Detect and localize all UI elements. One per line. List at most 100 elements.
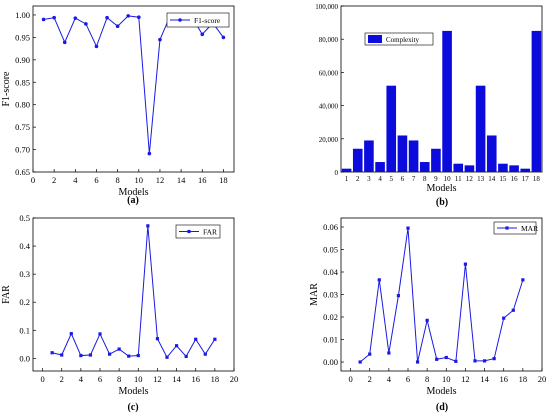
x-tick-label: 12 [153, 374, 162, 384]
y-tick-label: 100,000 [315, 3, 338, 11]
x-tick-label: 6 [98, 374, 102, 384]
x-tick-label: 10 [134, 374, 143, 384]
bar [408, 140, 419, 172]
legend: Complexity [364, 32, 434, 46]
x-tick-label: 10 [135, 175, 144, 185]
plot-frame [340, 5, 543, 173]
bar [486, 135, 497, 172]
data-point [147, 151, 152, 156]
legend-label: Complexity [386, 36, 420, 44]
y-tick-label: 40,000 [319, 103, 339, 111]
y-tick-label: 0.0 [19, 353, 30, 363]
y-tick-label: 1.00 [15, 10, 30, 20]
y-tick-label: 0.5 [19, 213, 30, 223]
y-tick-label: 0.85 [15, 77, 30, 87]
y-axis-label: FAR [1, 285, 12, 304]
x-tick-label: 6 [406, 374, 410, 384]
data-point [396, 294, 401, 298]
y-tick-label: 0.1 [19, 325, 30, 335]
x-tick-label: 14 [480, 374, 489, 384]
y-tick-label: 0.75 [15, 122, 30, 132]
x-tick-label: 5 [390, 175, 394, 183]
x-tick-label: 8 [116, 175, 120, 185]
panel-3: 0.0 0.1 0.2 0.3 0.4 0.5 0 2 4 6 8 10 12 14 16 18 20 Model… [1, 213, 238, 413]
data-point [126, 14, 131, 18]
data-point [62, 40, 67, 45]
data-point [84, 22, 88, 26]
legend-box [166, 12, 230, 28]
data-point [60, 353, 64, 357]
x-tick-label: 4 [73, 175, 78, 185]
y-tick-label: 0.95 [15, 32, 30, 42]
data-point [368, 352, 372, 356]
series-line [52, 225, 216, 359]
data-point [79, 353, 83, 358]
x-tick-label: 4 [387, 374, 392, 384]
panel-4: 0.00 0.01 0.02 0.03 0.04 0.05 0.06 0 2 4 6 8 10 12 14 1… [309, 217, 547, 413]
x-tick-label: 4 [79, 374, 84, 384]
y-tick-label: 0.4 [19, 241, 30, 251]
x-tick-label: 8 [423, 175, 427, 183]
data-point [174, 344, 179, 348]
bar [475, 85, 486, 172]
x-tick-label: 10 [444, 175, 452, 183]
x-tick-label: 10 [442, 374, 451, 384]
data-point [492, 357, 496, 361]
y-axis-label: F1-score [1, 71, 12, 107]
bar [442, 30, 452, 173]
y-tick-label: 0.3 [19, 269, 30, 279]
x-tick-label: 14 [172, 374, 181, 384]
x-tick-label: 4 [378, 175, 382, 183]
data-point [454, 359, 458, 363]
y-tick-label: 0.00 [323, 357, 338, 367]
legend-marker [187, 229, 191, 234]
x-tick-label: 16 [499, 374, 508, 384]
panel-label: (d) [436, 402, 448, 413]
legend: MAR [493, 221, 538, 235]
x-tick-label: 0 [31, 175, 35, 185]
data-point [50, 351, 54, 355]
y-tick-label: 60,000 [319, 69, 339, 77]
panel-label: (b) [436, 197, 448, 208]
y-axis-label: MAR [309, 283, 320, 306]
data-point [406, 226, 410, 230]
bar [419, 162, 430, 172]
data-point [194, 337, 198, 341]
data-point [203, 352, 207, 356]
y-tick-label: 0.90 [15, 55, 30, 65]
data-point [444, 355, 448, 360]
x-tick-label: 2 [60, 374, 64, 384]
data-point [165, 355, 169, 359]
legend: FAR [175, 224, 221, 239]
data-point [502, 316, 506, 320]
data-point [73, 16, 78, 20]
x-tick-label: 18 [533, 175, 541, 183]
x-tick-label: 2 [52, 175, 56, 185]
data-point [415, 360, 420, 364]
data-point [52, 15, 56, 20]
x-tick-label: 6 [401, 175, 405, 183]
bar [341, 168, 352, 172]
legend-label: F1-score [194, 16, 221, 25]
y-tick-label: 0.80 [15, 100, 30, 110]
x-tick-label: 12 [466, 175, 474, 183]
data-point [200, 32, 205, 37]
y-tick-label: 0.04 [323, 267, 339, 277]
plot-frame [32, 217, 235, 372]
x-tick-label: 20 [538, 374, 547, 384]
x-tick-label: 16 [511, 175, 519, 183]
bar [431, 148, 441, 172]
x-tick-label: 18 [519, 374, 528, 384]
y-tick-label: 0.05 [323, 245, 338, 255]
x-tick-label: 16 [198, 175, 207, 185]
data-point [158, 37, 162, 42]
legend-label: FAR [203, 228, 217, 237]
bar [375, 162, 385, 172]
x-tick-label: 11 [455, 175, 462, 183]
data-point [473, 359, 477, 363]
data-point [377, 278, 381, 282]
data-point [435, 357, 439, 361]
x-tick-label: 12 [156, 175, 165, 185]
